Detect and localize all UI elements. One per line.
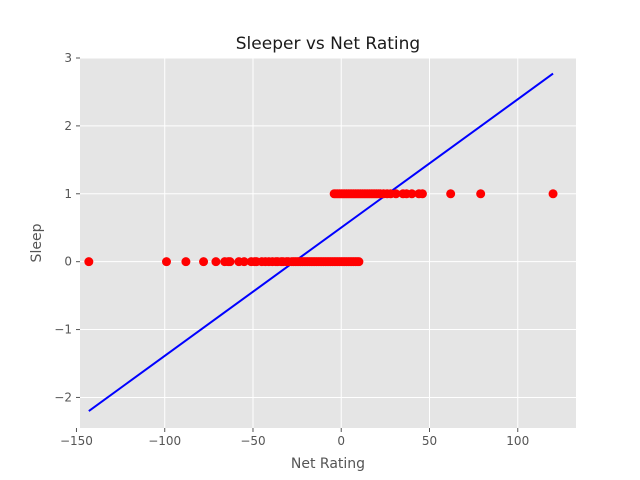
y-tick-label: −1	[54, 323, 72, 337]
data-point	[161, 257, 171, 267]
x-tick-label: −50	[240, 434, 265, 448]
data-point	[417, 189, 427, 199]
data-point	[391, 189, 401, 199]
data-point	[476, 189, 486, 199]
regression-line-group	[88, 72, 554, 412]
plot-background	[80, 58, 576, 428]
x-tick-label: −150	[60, 434, 93, 448]
data-point	[199, 257, 209, 267]
y-tick-label: 3	[64, 51, 72, 65]
x-tick-label: 100	[506, 434, 529, 448]
data-point	[239, 257, 249, 267]
data-points	[84, 189, 558, 267]
y-axis-label: Sleep	[29, 223, 45, 262]
y-tick-label: 2	[64, 119, 72, 133]
ticks: −150 −100 −50 0 50 100 −2 −1 0 1 2 3	[54, 51, 529, 448]
x-axis-label: Net Rating	[291, 456, 365, 472]
data-point	[548, 189, 558, 199]
x-tick-label: 0	[337, 434, 345, 448]
data-point	[446, 189, 456, 199]
y-tick-label: 1	[64, 187, 72, 201]
regression-line	[88, 72, 554, 412]
data-point	[211, 257, 221, 267]
chart-title: Sleeper vs Net Rating	[236, 34, 420, 54]
y-tick-label: −2	[54, 390, 72, 404]
data-point	[407, 189, 417, 199]
data-point	[354, 257, 364, 267]
data-point	[225, 257, 235, 267]
grid	[80, 57, 576, 428]
x-tick-label: −100	[148, 434, 181, 448]
y-tick-label: 0	[64, 255, 72, 269]
data-point	[84, 257, 94, 267]
data-point	[181, 257, 191, 267]
x-tick-label: 50	[422, 434, 437, 448]
